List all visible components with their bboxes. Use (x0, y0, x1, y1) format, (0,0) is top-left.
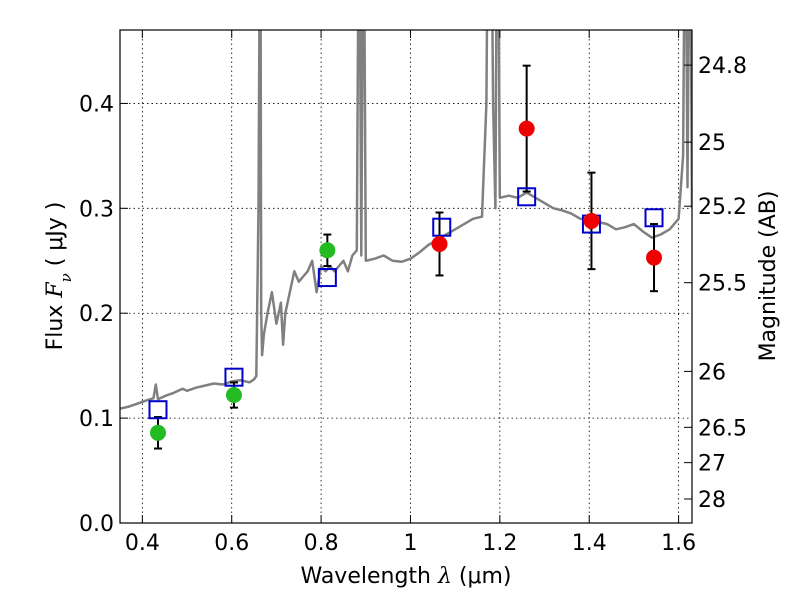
model-flux-square (224, 367, 244, 387)
x-tick-label: 1.2 (482, 531, 517, 556)
y-tick-label: 0.1 (79, 407, 114, 432)
y-tick-label: 0.4 (79, 92, 114, 117)
y-tick-label: 0.2 (79, 302, 114, 327)
model-flux-square (432, 217, 452, 237)
y2-tick-label: 27 (698, 452, 726, 477)
x-tick-label: 0.8 (304, 531, 339, 556)
axis-ticks: 0.4 0.6 0.8 1 1.2 1.4 1.6 0.0 0.1 0.2 0.3 0.4 24.8 25… (79, 30, 747, 556)
y-tick-label: 0.0 (79, 512, 114, 537)
photometry-point (583, 212, 600, 229)
photometry-point (225, 387, 242, 404)
model-flux-square (517, 187, 537, 207)
photometry-point (518, 120, 535, 137)
y-axis-label: Flux Fν ( μJy ) (43, 202, 75, 351)
model-flux-square (644, 208, 664, 228)
spectrum-group (120, 30, 692, 410)
x-tick-label: 0.4 (125, 531, 160, 556)
photometry-point (149, 424, 166, 441)
model-flux-square (148, 400, 168, 420)
photometry-point (319, 242, 336, 259)
x-tick-label: 1 (403, 531, 417, 556)
photometry-point (431, 235, 448, 252)
y2-axis-label: Magnitude (AB) (756, 191, 781, 362)
y2-tick-label: 26.5 (698, 416, 747, 441)
y-tick-label: 0.3 (79, 197, 114, 222)
photometry-point (646, 249, 663, 266)
x-tick-label: 1.4 (572, 531, 607, 556)
x-tick-label: 0.6 (214, 531, 249, 556)
plot-frame (119, 29, 693, 524)
y2-tick-label: 25.2 (698, 195, 747, 220)
model-spectrum-line (120, 30, 692, 410)
y2-tick-label: 26 (698, 360, 726, 385)
x-tick-label: 1.6 (661, 531, 696, 556)
y2-tick-label: 28 (698, 488, 726, 513)
x-axis-label: Wavelength λ (μm) (300, 564, 511, 589)
y2-tick-label: 24.8 (698, 54, 747, 79)
data-markers (148, 64, 664, 450)
grid-lines (120, 30, 692, 524)
model-flux-square (317, 268, 337, 288)
y2-tick-label: 25 (698, 131, 726, 156)
y2-tick-label: 25.5 (698, 272, 747, 297)
